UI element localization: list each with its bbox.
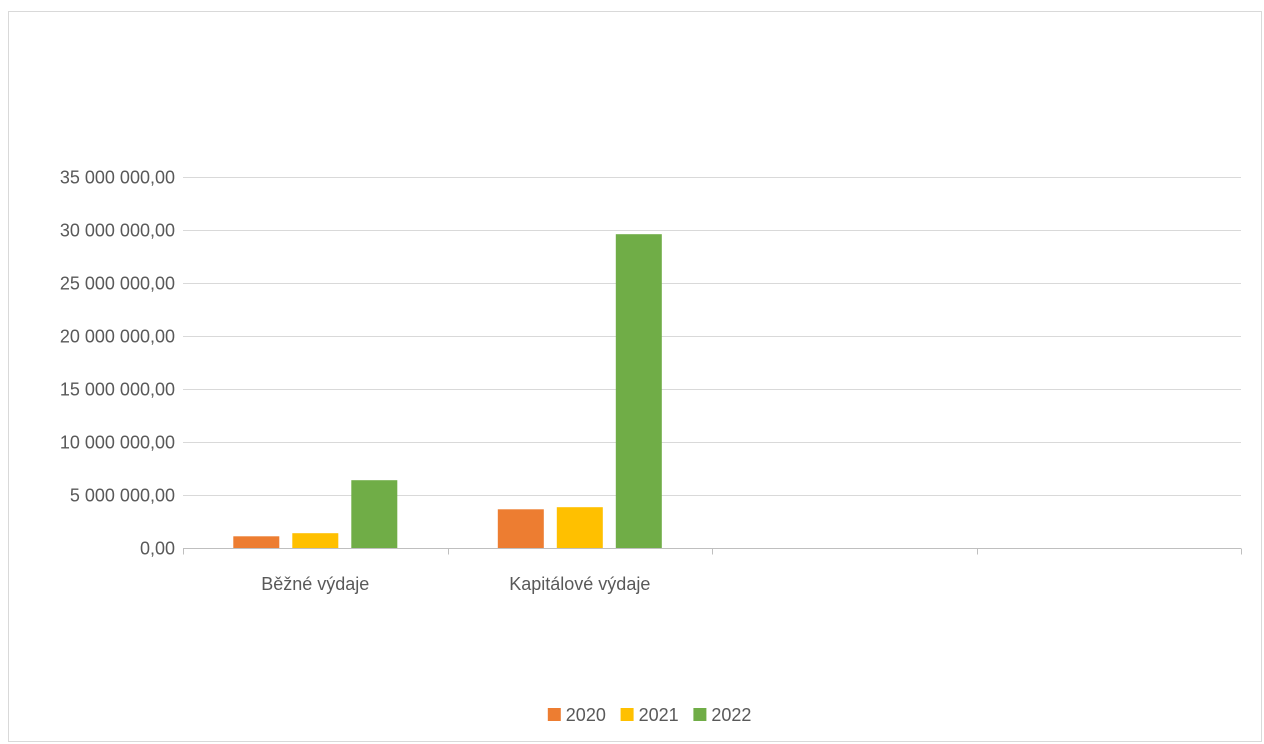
y-tick-label: 5 000 000,00	[70, 486, 175, 506]
y-tick-label: 20 000 000,00	[60, 327, 175, 347]
legend-label: 2022	[711, 705, 751, 725]
x-axis-category-labels: Běžné výdaje Kapitálové výdaje	[261, 574, 650, 594]
gridlines	[183, 177, 1241, 496]
legend: 2020 2021 2022	[547, 705, 751, 725]
y-tick-label: 25 000 000,00	[60, 274, 175, 294]
bar-2021	[556, 507, 603, 548]
y-axis-tick-labels: 0,00 5 000 000,00 10 000 000,00 15 000 000,…	[60, 168, 175, 559]
bar-2021	[292, 533, 339, 548]
legend-label: 2020	[566, 705, 606, 725]
y-tick-label: 30 000 000,00	[60, 221, 175, 241]
bar-2022	[615, 234, 662, 548]
y-tick-label: 10 000 000,00	[60, 433, 175, 453]
x-axis	[183, 548, 1242, 555]
y-tick-label: 35 000 000,00	[60, 168, 175, 188]
x-category-label: Kapitálové výdaje	[509, 574, 650, 594]
bar-2022	[351, 480, 398, 548]
legend-swatch-2022	[693, 708, 707, 721]
y-tick-label: 0,00	[140, 539, 175, 559]
bar-2020	[497, 509, 544, 548]
x-category-label: Běžné výdaje	[261, 574, 369, 594]
bar-2020	[233, 536, 280, 548]
y-tick-label: 15 000 000,00	[60, 380, 175, 400]
bars	[233, 234, 662, 548]
legend-label: 2021	[639, 705, 679, 725]
legend-swatch-2021	[620, 708, 634, 721]
legend-swatch-2020	[547, 708, 561, 721]
